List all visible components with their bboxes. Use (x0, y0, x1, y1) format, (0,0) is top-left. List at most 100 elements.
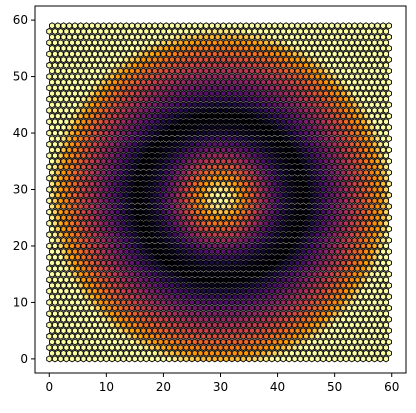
hex-cell (194, 73, 201, 81)
hex-cell (217, 265, 224, 273)
hex-cell (303, 265, 310, 273)
hex-cell (97, 129, 104, 137)
hex-cell (200, 242, 207, 250)
hex-cell (240, 95, 247, 103)
hex-cell (357, 259, 364, 267)
hex-cell (251, 197, 258, 205)
hex-cell (311, 327, 318, 335)
hex-cell (69, 253, 76, 261)
hex-cell (305, 44, 312, 52)
hex-cell (323, 112, 330, 120)
hex-cell (111, 236, 118, 244)
hex-cell (345, 191, 352, 199)
hex-cell (226, 123, 233, 131)
hex-cell (380, 248, 387, 256)
hex-cell (94, 90, 101, 97)
hex-cell (274, 298, 281, 306)
hex-cell (83, 248, 90, 256)
hex-cell (266, 225, 273, 233)
hex-cell (143, 276, 150, 284)
hex-cell (134, 338, 141, 346)
hex-cell (143, 231, 150, 239)
hex-cell (157, 101, 164, 109)
hex-cell (311, 304, 318, 312)
hex-cell (188, 129, 195, 137)
hex-cell (231, 112, 238, 120)
hex-cell (320, 39, 327, 47)
hex-cell (328, 56, 335, 64)
hex-cell (154, 287, 161, 295)
hex-cell (63, 310, 70, 318)
hex-cell (77, 338, 84, 346)
hex-cell (74, 95, 81, 103)
hex-cell (248, 135, 255, 143)
hex-cell (314, 355, 321, 363)
hex-cell (69, 152, 76, 160)
hex-cell (345, 180, 352, 188)
hex-cell (260, 135, 267, 143)
hex-cell (123, 349, 130, 357)
hex-cell (363, 349, 370, 357)
hex-cell (157, 78, 164, 86)
hex-cell (300, 157, 307, 165)
hex-cell (248, 33, 255, 41)
hex-cell (200, 265, 207, 273)
hex-cell (297, 152, 304, 160)
hex-cell (220, 259, 227, 267)
hex-cell (86, 344, 93, 352)
hex-cell (91, 106, 98, 114)
hex-cell (203, 282, 210, 289)
hex-cell (283, 135, 290, 143)
hex-cell (220, 146, 227, 154)
hex-cell (77, 315, 84, 323)
hex-cell (46, 231, 53, 239)
hex-cell (226, 293, 233, 301)
hex-cell (160, 231, 167, 239)
hex-cell (337, 253, 344, 261)
hex-cell (143, 140, 150, 148)
hex-cell (271, 270, 278, 278)
hex-cell (248, 78, 255, 86)
hex-cell (374, 33, 381, 41)
hex-cell (80, 298, 87, 306)
hex-cell (154, 276, 161, 284)
hex-cell (351, 78, 358, 86)
hex-cell (126, 27, 133, 35)
hex-cell (254, 349, 261, 357)
hex-cell (151, 123, 158, 131)
hex-cell (174, 259, 181, 267)
hex-cell (377, 84, 384, 92)
hex-cell (197, 146, 204, 154)
hex-cell (311, 338, 318, 346)
hex-cell (337, 73, 344, 81)
hex-cell (103, 332, 110, 340)
hex-cell (137, 253, 144, 261)
hex-cell (97, 152, 104, 160)
hex-cell (257, 140, 264, 148)
hex-cell (226, 157, 233, 165)
hex-cell (208, 112, 215, 120)
hex-cell (243, 315, 250, 323)
hex-cell (283, 180, 290, 188)
hex-cell (385, 123, 392, 131)
hex-cell (46, 163, 53, 171)
hex-cell (337, 140, 344, 148)
hex-cell (254, 33, 261, 41)
hex-cell (134, 67, 141, 75)
hex-cell (120, 344, 127, 352)
hex-cell (383, 265, 390, 273)
hex-cell (325, 276, 332, 284)
hex-cell (308, 129, 315, 137)
hex-cell (186, 78, 193, 86)
hex-cell (234, 129, 241, 137)
hex-cell (348, 61, 355, 69)
hex-cell (83, 67, 90, 75)
hex-cell (206, 298, 213, 306)
hex-cell (285, 253, 293, 261)
hex-cell (103, 310, 110, 318)
hex-cell (60, 135, 67, 143)
hex-cell (383, 287, 390, 295)
hex-cell (191, 135, 198, 143)
hex-cell (285, 321, 293, 329)
hex-cell (206, 50, 213, 58)
